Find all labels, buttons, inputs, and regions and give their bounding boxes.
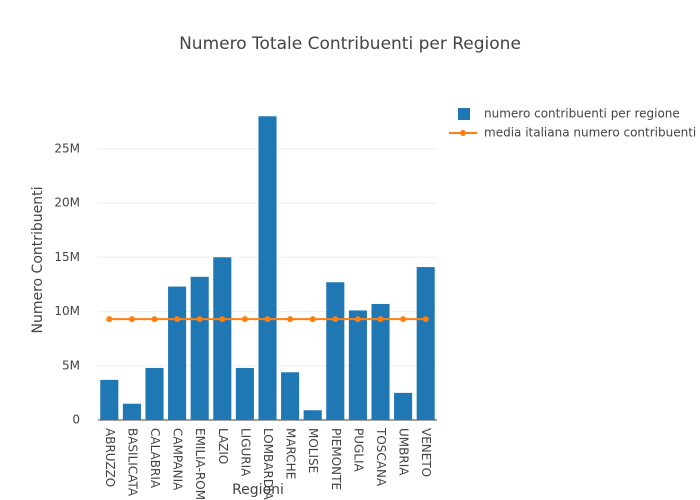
line-marker bbox=[377, 316, 384, 323]
x-tick-label: MARCHE bbox=[284, 428, 298, 479]
x-tick-label: LIGURIA bbox=[238, 428, 252, 477]
y-tick-label: 15M bbox=[54, 250, 80, 264]
x-tick-label: TOSCANA bbox=[374, 427, 388, 487]
y-tick-label: 25M bbox=[54, 141, 80, 155]
bar bbox=[190, 276, 209, 420]
x-tick-label: PIEMONTE bbox=[329, 428, 343, 490]
line-marker bbox=[264, 316, 271, 323]
line-marker bbox=[128, 316, 135, 323]
legend-swatch bbox=[458, 108, 470, 120]
bar bbox=[213, 257, 232, 420]
x-tick-label: BASILICATA bbox=[125, 428, 139, 497]
legend-swatch bbox=[460, 130, 466, 136]
x-tick-label: UMBRIA bbox=[397, 428, 411, 476]
y-axis-title: Numero Contribuenti bbox=[30, 186, 46, 333]
bar bbox=[326, 282, 345, 420]
bar bbox=[371, 303, 390, 420]
bar bbox=[303, 410, 322, 420]
bar bbox=[416, 267, 435, 420]
x-tick-label: PUGLIA bbox=[351, 428, 365, 473]
line-marker bbox=[106, 316, 113, 323]
line-marker bbox=[309, 316, 316, 323]
line-marker bbox=[241, 316, 248, 323]
line-marker bbox=[174, 316, 181, 323]
y-tick-label: 10M bbox=[54, 304, 80, 318]
bar bbox=[100, 379, 119, 420]
x-tick-label: LOMBARDIA bbox=[261, 428, 275, 500]
x-tick-label: MOLISE bbox=[306, 428, 320, 473]
y-tick-label: 5M bbox=[62, 358, 80, 372]
line-marker bbox=[354, 316, 361, 323]
y-tick-label: 20M bbox=[54, 196, 80, 210]
x-tick-label: CAMPANIA bbox=[171, 428, 185, 491]
y-tick-label: 0 bbox=[72, 413, 80, 427]
line-marker bbox=[219, 316, 226, 323]
legend-label: numero contribuenti per regione bbox=[484, 107, 680, 121]
line-marker bbox=[400, 316, 407, 323]
legend-label: media italiana numero contribuenti bbox=[484, 126, 696, 140]
bar bbox=[394, 392, 413, 420]
line-marker bbox=[332, 316, 339, 323]
bar bbox=[348, 310, 367, 420]
line-marker bbox=[196, 316, 203, 323]
x-tick-label: EMILIA-ROMAGNA bbox=[193, 428, 207, 500]
line-marker bbox=[151, 316, 158, 323]
line-marker bbox=[287, 316, 294, 323]
line-marker bbox=[422, 316, 429, 323]
x-tick-label: VENETO bbox=[419, 428, 433, 477]
chart-title: Numero Totale Contribuenti per Regione bbox=[179, 34, 521, 54]
x-tick-label: CALABRIA bbox=[148, 428, 162, 489]
bar bbox=[281, 372, 300, 420]
bar bbox=[258, 116, 277, 421]
bar bbox=[235, 367, 254, 420]
x-tick-label: LAZIO bbox=[216, 428, 230, 464]
bar bbox=[122, 403, 141, 420]
x-tick-label: ABRUZZO bbox=[103, 428, 117, 487]
bar bbox=[168, 286, 187, 420]
x-axis-title: Regioni bbox=[232, 482, 284, 498]
bar bbox=[145, 367, 164, 420]
